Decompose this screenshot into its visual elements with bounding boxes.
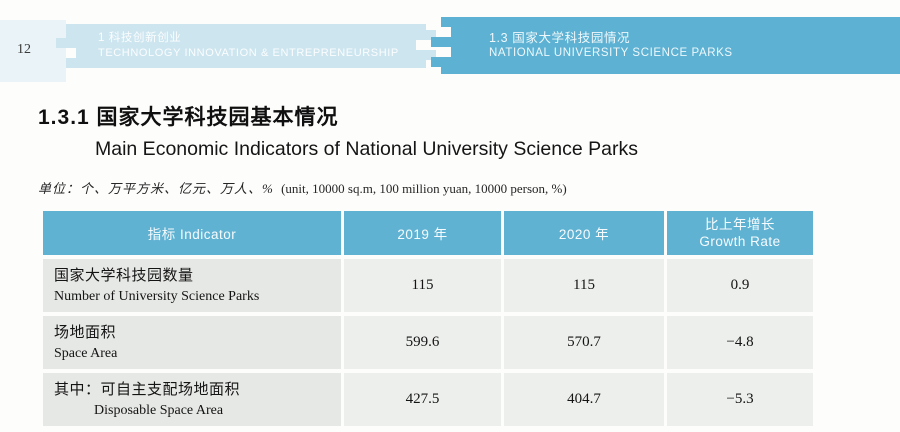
puzzle-decoration	[56, 38, 66, 48]
value-2020: 404.7	[504, 373, 664, 426]
section-banner-title-en: NATIONAL UNIVERSITY SCIENCE PARKS	[489, 47, 733, 59]
section-title-en: Main Economic Indicators of National Uni…	[95, 138, 638, 160]
unit-note-zh: 单位：个、万平方米、亿元、万人、%	[38, 181, 274, 196]
indicator-zh: 其中：可自主支配场地面积	[54, 381, 241, 398]
puzzle-decoration	[431, 37, 441, 47]
puzzle-decoration	[426, 30, 436, 40]
chapter-banner-title-en: TECHNOLOGY INNOVATION & ENTREPRENEURSHIP	[98, 47, 399, 59]
puzzle-decoration	[431, 57, 441, 67]
section-banner: 1.3 国家大学科技园情况 NATIONAL UNIVERSITY SCIENC…	[431, 17, 900, 74]
table-row: 场地面积 Space Area 599.6 570.7 −4.8	[43, 316, 813, 369]
value-2019: 427.5	[344, 373, 501, 426]
section-title-zh: 1.3.1 国家大学科技园基本情况	[38, 106, 339, 129]
value-2020: 115	[504, 259, 664, 312]
puzzle-decoration	[441, 27, 451, 37]
chapter-banner: 1 科技创新创业 TECHNOLOGY INNOVATION & ENTREPR…	[56, 24, 436, 68]
table-row: 国家大学科技园数量 Number of University Science P…	[43, 259, 813, 312]
value-2019: 115	[344, 259, 501, 312]
indicator-cell: 国家大学科技园数量 Number of University Science P…	[43, 259, 341, 312]
page-number-strip: 12	[0, 20, 66, 82]
chapter-banner-title-zh: 1 科技创新创业	[98, 32, 182, 44]
puzzle-decoration	[66, 48, 76, 58]
indicator-zh: 国家大学科技园数量	[54, 267, 194, 284]
section-banner-title-zh: 1.3 国家大学科技园情况	[489, 31, 631, 45]
unit-note-en: (unit, 10000 sq.m, 100 million yuan, 100…	[281, 181, 567, 196]
indicator-zh: 场地面积	[54, 324, 117, 341]
puzzle-decoration	[441, 47, 451, 57]
puzzle-decoration	[416, 40, 426, 50]
page-content: 1.3.1 国家大学科技园基本情况 Main Economic Indicato…	[0, 101, 900, 430]
puzzle-decoration	[426, 50, 436, 60]
value-2019: 599.6	[344, 316, 501, 369]
indicator-en: Space Area	[54, 345, 118, 361]
indicators-table: 指标 Indicator 2019 年 2020 年 比上年增长 Growth …	[40, 207, 816, 430]
indicator-cell: 其中：可自主支配场地面积 Disposable Space Area	[43, 373, 341, 426]
column-header-growth-en: Growth Rate	[699, 234, 781, 249]
value-2020: 570.7	[504, 316, 664, 369]
table-row: 其中：可自主支配场地面积 Disposable Space Area 427.5…	[43, 373, 813, 426]
column-header-indicator: 指标 Indicator	[43, 211, 341, 255]
column-header-2019: 2019 年	[344, 211, 501, 255]
indicator-en: Number of University Science Parks	[54, 288, 260, 304]
column-header-2020: 2020 年	[504, 211, 664, 255]
table-header-row: 指标 Indicator 2019 年 2020 年 比上年增长 Growth …	[43, 211, 813, 255]
value-growth: −5.3	[667, 373, 813, 426]
indicator-cell: 场地面积 Space Area	[43, 316, 341, 369]
column-header-growth: 比上年增长 Growth Rate	[667, 211, 813, 255]
value-growth: 0.9	[667, 259, 813, 312]
page-number: 12	[17, 42, 31, 57]
unit-note: 单位：个、万平方米、亿元、万人、% (unit, 10000 sq.m, 100…	[38, 178, 900, 197]
page-header-band: 12 1 科技创新创业 TECHNOLOGY INNOVATION & ENTR…	[0, 0, 900, 86]
value-growth: −4.8	[667, 316, 813, 369]
indicator-en: Disposable Space Area	[94, 402, 224, 418]
column-header-growth-zh: 比上年增长	[705, 217, 775, 232]
